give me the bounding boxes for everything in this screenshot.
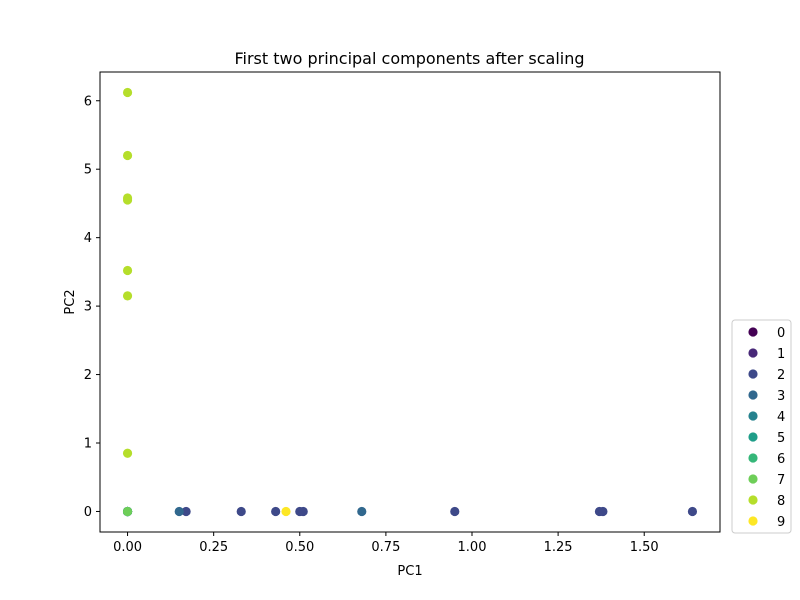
y-tick-label: 2 [84, 368, 92, 383]
y-tick-label: 3 [84, 300, 92, 315]
y-tick-label: 1 [84, 437, 92, 452]
plot-frame [99, 71, 721, 533]
scatter-point-class-3 [174, 506, 184, 517]
x-tick-label: 0.75 [371, 540, 400, 555]
y-tick-label: 6 [84, 94, 92, 109]
legend-items: 0 1 2 3 4 5 6 7 8 9 [748, 326, 785, 530]
scatter-point-class-2 [450, 506, 460, 517]
scatter-point-class-2 [298, 506, 308, 517]
scatter-point-class-2 [598, 506, 608, 517]
scatter-point-class-7 [122, 506, 133, 517]
legend-label: 9 [777, 515, 785, 530]
scatter-point-class-2 [687, 506, 698, 517]
scatter-point-class-8 [122, 448, 133, 458]
scatter-point-class-8 [122, 193, 133, 203]
legend-label: 7 [777, 473, 785, 488]
scatter-point-class-9 [281, 506, 291, 517]
scatter-point-class-8 [122, 150, 133, 161]
legend-frame [731, 319, 792, 534]
legend-marker [748, 348, 758, 358]
scatter-point-class-8 [122, 291, 133, 301]
legend-marker [748, 453, 758, 463]
y-tick-label: 0 [84, 505, 92, 520]
scatter-point-class-2 [181, 506, 191, 517]
legend-label: 3 [777, 389, 785, 404]
points-layer [122, 87, 698, 517]
legend-label: 6 [777, 452, 785, 467]
legend-label: 5 [777, 431, 785, 446]
legend-label: 4 [777, 410, 785, 425]
legend-marker [748, 474, 758, 484]
legend-label: 2 [777, 368, 785, 383]
x-axis-label: PC1 [397, 564, 422, 579]
x-tick-label: 0.00 [113, 540, 142, 555]
legend-marker [748, 327, 758, 337]
scatter-point-class-8 [122, 265, 133, 276]
legend-marker [748, 411, 758, 421]
legend-marker [748, 495, 758, 505]
legend-marker [748, 516, 758, 526]
x-tick-label: 0.50 [285, 540, 314, 555]
legend-marker [748, 432, 758, 442]
scatter-point-class-3 [357, 506, 367, 517]
scatter-point-class-8 [122, 87, 133, 98]
legend-label: 8 [777, 494, 785, 509]
x-axis: 0.00 0.25 0.50 0.75 1.00 1.25 1.50 [113, 532, 659, 555]
y-tick-label: 5 [84, 163, 92, 178]
legend-marker [748, 369, 758, 379]
x-tick-label: 1.25 [544, 540, 573, 555]
y-tick-label: 4 [84, 231, 92, 246]
legend: 0 1 2 3 4 5 6 7 8 9 [731, 319, 792, 534]
chart-title: First two principal components after sca… [234, 49, 584, 68]
scatter-point-class-2 [236, 506, 246, 517]
y-axis: 0 1 2 3 4 5 6 [84, 94, 100, 520]
x-tick-label: 1.00 [458, 540, 487, 555]
legend-marker [748, 390, 758, 400]
scatter-point-class-2 [271, 506, 281, 517]
x-tick-label: 0.25 [199, 540, 228, 555]
y-axis-label: PC2 [63, 289, 78, 314]
x-tick-label: 1.50 [630, 540, 659, 555]
legend-label: 0 [777, 326, 785, 341]
legend-label: 1 [777, 347, 785, 362]
